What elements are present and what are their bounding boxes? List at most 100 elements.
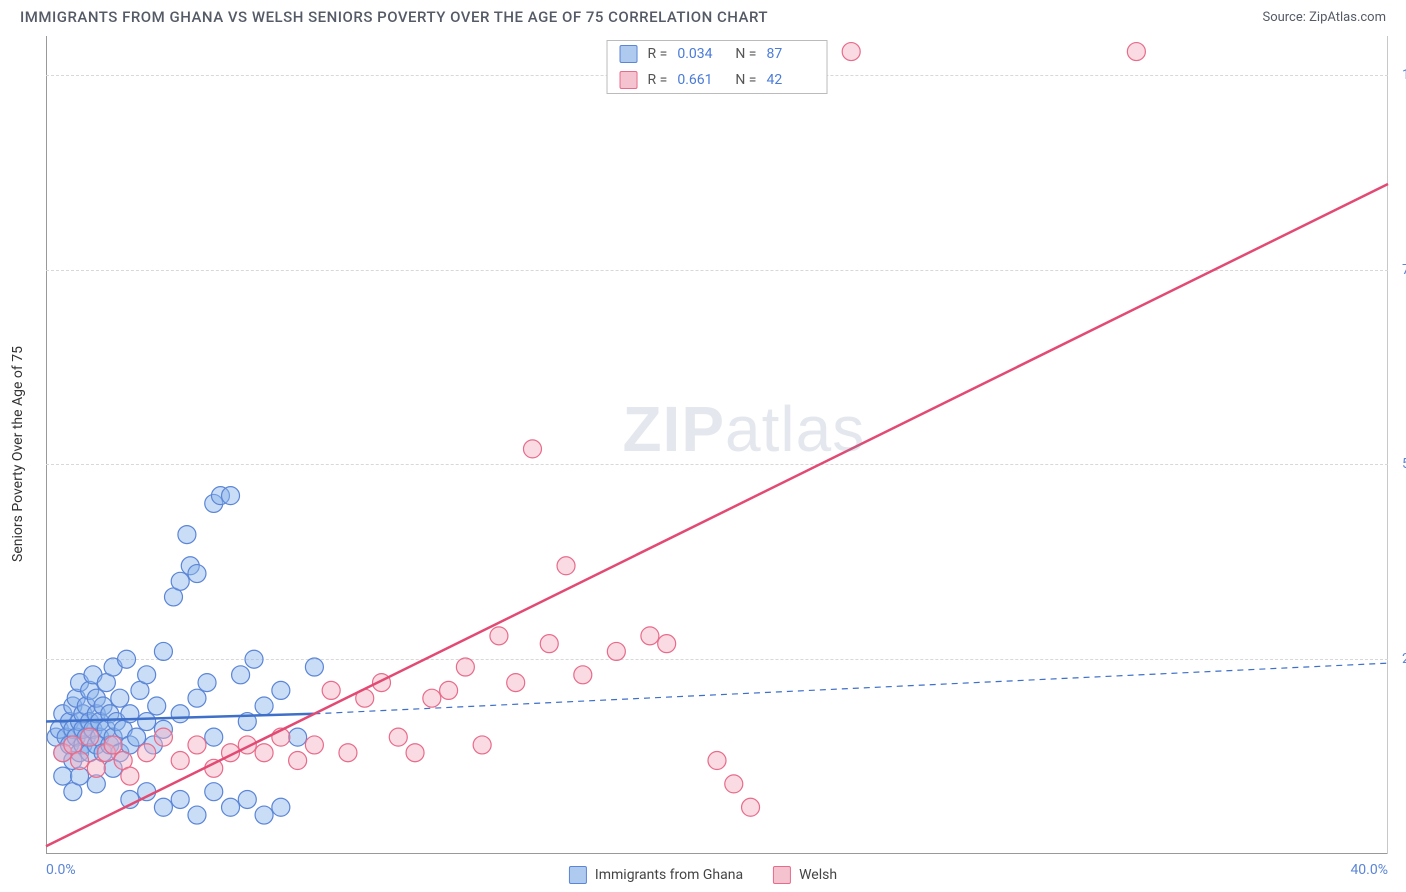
r-label: R = (648, 46, 668, 62)
scatter-point (222, 798, 240, 816)
scatter-point (121, 767, 139, 785)
scatter-point (188, 806, 206, 824)
correlation-legend-row: R = 0.661 N = 42 (608, 67, 827, 93)
scatter-point (725, 775, 743, 793)
r-value: 0.034 (677, 46, 725, 62)
legend-swatch (620, 45, 638, 63)
chart-title: IMMIGRANTS FROM GHANA VS WELSH SENIORS P… (20, 8, 768, 26)
scatter-point (104, 736, 122, 754)
trend-line-extension (314, 663, 1388, 714)
scatter-point (255, 697, 273, 715)
correlation-legend-row: R = 0.034 N = 87 (608, 41, 827, 67)
scatter-point (118, 650, 136, 668)
scatter-point (490, 627, 508, 645)
correlation-legend: R = 0.034 N = 87 R = 0.661 N = 42 (607, 40, 828, 94)
scatter-point (111, 689, 129, 707)
scatter-point (188, 565, 206, 583)
y-tick-label: 100.0% (1394, 67, 1406, 83)
scatter-point (540, 635, 558, 653)
source-name: ZipAtlas.com (1309, 10, 1386, 25)
scatter-point (232, 666, 250, 684)
legend-swatch (620, 71, 638, 89)
scatter-point (178, 526, 196, 544)
scatter-point (440, 681, 458, 699)
scatter-point (245, 650, 263, 668)
scatter-point (742, 798, 760, 816)
n-value: 42 (766, 72, 814, 88)
scatter-point (289, 752, 307, 770)
scatter-point (81, 728, 99, 746)
y-tick-label: 25.0% (1394, 651, 1406, 667)
scatter-point (423, 689, 441, 707)
scatter-point (154, 642, 172, 660)
y-axis-label: Seniors Poverty Over the Age of 75 (10, 346, 26, 562)
scatter-point (255, 744, 273, 762)
scatter-point (128, 728, 146, 746)
scatter-point (339, 744, 357, 762)
scatter-point (507, 674, 525, 692)
scatter-point (272, 798, 290, 816)
scatter-point (198, 674, 216, 692)
n-value: 87 (766, 46, 814, 62)
scatter-point (171, 790, 189, 808)
scatter-point (255, 806, 273, 824)
legend-swatch (569, 866, 587, 884)
scatter-point (54, 767, 72, 785)
scatter-point (641, 627, 659, 645)
x-tick-min: 0.0% (46, 862, 76, 878)
scatter-point (607, 642, 625, 660)
scatter-point (154, 728, 172, 746)
chart-header: IMMIGRANTS FROM GHANA VS WELSH SENIORS P… (0, 0, 1406, 30)
scatter-point (138, 744, 156, 762)
scatter-point (138, 713, 156, 731)
scatter-point (305, 658, 323, 676)
scatter-point (574, 666, 592, 684)
scatter-svg (46, 36, 1388, 854)
scatter-point (305, 736, 323, 754)
scatter-point (289, 728, 307, 746)
r-label: R = (648, 72, 668, 88)
chart-plot-area: 25.0%50.0%75.0%100.0% 0.0% 40.0% ZIPatla… (46, 36, 1388, 854)
scatter-point (171, 752, 189, 770)
scatter-point (188, 689, 206, 707)
scatter-point (222, 487, 240, 505)
scatter-point (1127, 43, 1145, 61)
series-legend-label: Immigrants from Ghana (595, 867, 743, 883)
scatter-point (148, 697, 166, 715)
scatter-point (188, 736, 206, 754)
scatter-point (138, 666, 156, 684)
scatter-point (154, 798, 172, 816)
scatter-point (205, 759, 223, 777)
legend-swatch (773, 866, 791, 884)
scatter-point (389, 728, 407, 746)
series-legend-item: Welsh (773, 866, 837, 884)
scatter-point (71, 752, 89, 770)
scatter-point (87, 759, 105, 777)
scatter-point (171, 705, 189, 723)
series-legend: Immigrants from Ghana Welsh (569, 866, 837, 884)
series-legend-label: Welsh (799, 867, 837, 883)
scatter-point (473, 736, 491, 754)
scatter-point (205, 728, 223, 746)
source-attribution: Source: ZipAtlas.com (1262, 10, 1386, 25)
x-tick-max: 40.0% (1350, 862, 1388, 878)
n-label: N = (735, 72, 756, 88)
scatter-point (557, 557, 575, 575)
n-label: N = (735, 46, 756, 62)
y-tick-label: 75.0% (1394, 262, 1406, 278)
scatter-point (708, 752, 726, 770)
scatter-point (205, 783, 223, 801)
scatter-point (658, 635, 676, 653)
scatter-point (171, 572, 189, 590)
series-legend-item: Immigrants from Ghana (569, 866, 743, 884)
scatter-point (322, 681, 340, 699)
scatter-point (272, 681, 290, 699)
source-prefix: Source: (1262, 10, 1309, 25)
scatter-point (842, 43, 860, 61)
scatter-point (238, 790, 256, 808)
trend-line (46, 184, 1388, 846)
scatter-point (138, 783, 156, 801)
scatter-point (406, 744, 424, 762)
scatter-point (523, 440, 541, 458)
r-value: 0.661 (677, 72, 725, 88)
